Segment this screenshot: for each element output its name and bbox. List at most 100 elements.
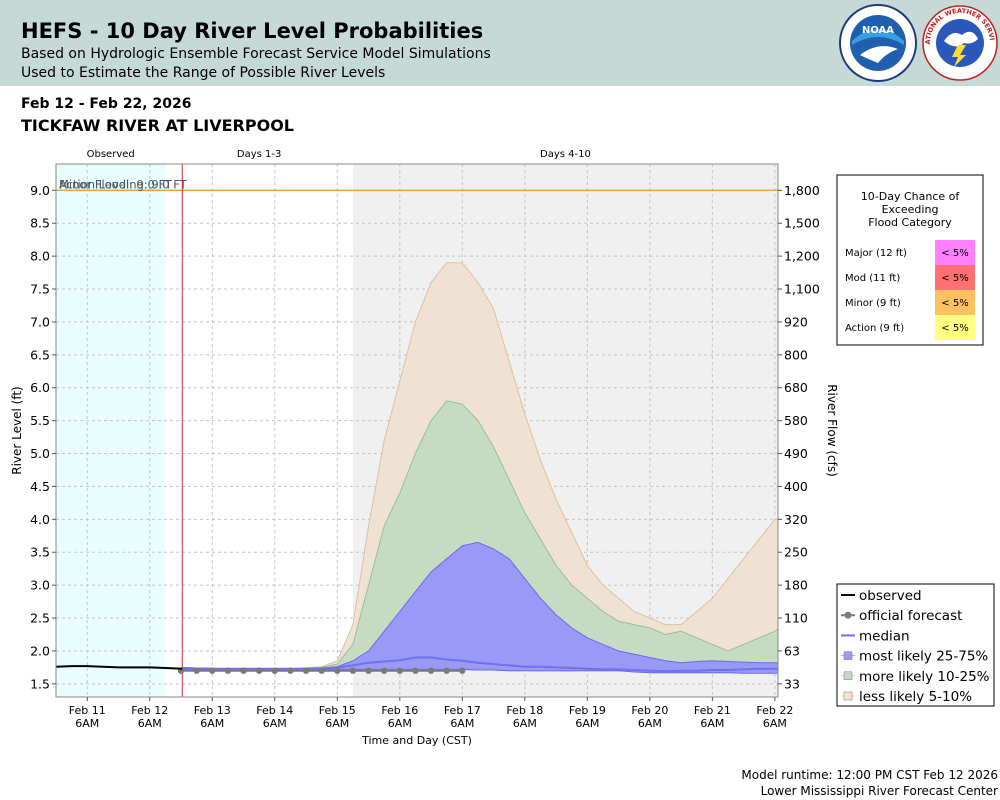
- official-forecast-point-15: [412, 667, 419, 674]
- y2-tick-label-15: 33: [784, 676, 800, 691]
- x-tick-date-2: Feb 13: [194, 704, 231, 717]
- y2-tick-label-0: 1,800: [784, 183, 820, 198]
- y-tick-label-9: 6.0: [30, 380, 50, 395]
- chance-row-value-3: < 5%: [941, 323, 968, 334]
- y2-tick-label-9: 400: [784, 479, 808, 494]
- x-tick-date-3: Feb 14: [256, 704, 293, 717]
- official-forecast-point-3: [224, 667, 232, 674]
- region-label-0: Observed: [87, 149, 135, 160]
- median-line: [182, 656, 778, 673]
- y2-tick-label-1: 1,500: [784, 216, 820, 231]
- page-title: HEFS - 10 Day River Level Probabilities: [21, 19, 484, 43]
- threshold-label-0: Action Level: 9.0 FT: [59, 177, 173, 191]
- x-tick-time-0: 6AM: [75, 717, 99, 730]
- official-forecast-point-9: [318, 667, 325, 674]
- plot-frame: [55, 163, 779, 698]
- x-tick-date-1: Feb 12: [131, 704, 168, 717]
- chance-row-value-1: < 5%: [941, 273, 968, 284]
- model-runtime: Model runtime: 12:00 PM CST Feb 12 2026: [741, 768, 998, 782]
- x-tick-date-10: Feb 21: [694, 704, 731, 717]
- chance-row-value-0: < 5%: [941, 248, 968, 259]
- official-forecast-point-4: [240, 667, 247, 674]
- official-forecast-point-10: [334, 667, 341, 674]
- official-forecast-point-16: [427, 667, 435, 674]
- page-subtitle-1: Based on Hydrologic Ensemble Forecast Se…: [21, 46, 491, 62]
- chance-title-line-2: Flood Category: [868, 216, 952, 229]
- x-tick-date-7: Feb 18: [506, 704, 543, 717]
- x-tick-time-10: 6AM: [700, 717, 724, 730]
- y2-tick-label-10: 320: [784, 512, 808, 527]
- chance-row-label-3: Action (9 ft): [845, 323, 904, 334]
- x-tick-date-8: Feb 19: [569, 704, 606, 717]
- region-label-2: Days 4-10: [540, 149, 591, 160]
- y-tick-label-15: 9.0: [30, 183, 50, 198]
- legend-swatch-5: [843, 691, 853, 701]
- y-tick-label-10: 6.5: [30, 347, 50, 362]
- date-range: Feb 12 - Feb 22, 2026: [21, 96, 192, 112]
- y-tick-label-6: 4.5: [30, 479, 50, 494]
- x-tick-time-2: 6AM: [200, 717, 224, 730]
- official-forecast-point-5: [255, 667, 263, 674]
- chance-row-label-0: Major (12 ft): [845, 248, 907, 259]
- official-forecast-point-18: [459, 667, 466, 674]
- station-name: TICKFAW RIVER AT LIVERPOOL: [21, 116, 294, 135]
- y-tick-label-3: 3.0: [30, 578, 50, 593]
- y2-axis-label: River Flow (cfs): [825, 384, 839, 477]
- y-tick-label-1: 2.0: [30, 643, 50, 658]
- y-tick-label-13: 8.0: [30, 249, 50, 264]
- official-forecast-point-8: [302, 667, 310, 674]
- chance-title-line-0: 10-Day Chance of: [861, 190, 961, 203]
- chance-row-swatch-1: [935, 265, 975, 290]
- x-tick-time-6: 6AM: [450, 717, 474, 730]
- legend-label-0: observed: [859, 588, 922, 604]
- y2-tick-label-13: 110: [784, 611, 808, 626]
- chance-title-line-1: Exceeding: [882, 203, 939, 216]
- y-tick-label-5: 4.0: [30, 512, 50, 527]
- y2-tick-label-11: 250: [784, 545, 808, 560]
- y2-tick-label-2: 1,200: [784, 249, 820, 264]
- y2-tick-label-8: 490: [784, 446, 808, 461]
- y-tick-label-0: 1.5: [30, 676, 50, 691]
- legend-label-2: median: [859, 628, 910, 644]
- x-tick-date-11: Feb 22: [756, 704, 793, 717]
- x-tick-time-1: 6AM: [138, 717, 162, 730]
- noaa-logo-icon[interactable]: NOAA: [838, 3, 918, 83]
- y2-tick-label-4: 920: [784, 314, 808, 329]
- x-tick-date-6: Feb 17: [444, 704, 481, 717]
- header-banner: HEFS - 10 Day River Level Probabilities …: [0, 0, 1000, 86]
- y-tick-label-12: 7.5: [30, 282, 50, 297]
- official-forecast-point-2: [209, 667, 216, 674]
- nws-logo-icon[interactable]: NATIONAL WEATHER SERVICE: [922, 5, 998, 81]
- y2-tick-label-5: 800: [784, 347, 808, 362]
- legend-swatch-dot-1: [844, 611, 852, 619]
- legend: [836, 583, 995, 707]
- legend-swatch-3: [843, 651, 853, 660]
- x-tick-time-7: 6AM: [513, 717, 537, 730]
- chance-row-swatch-3: [935, 315, 975, 340]
- x-tick-time-3: 6AM: [263, 717, 287, 730]
- x-tick-time-4: 6AM: [325, 717, 349, 730]
- y2-tick-label-14: 63: [784, 643, 800, 658]
- x-tick-date-9: Feb 20: [631, 704, 668, 717]
- legend-label-3: most likely 25-75%: [859, 649, 988, 665]
- y-tick-label-2: 2.5: [30, 611, 50, 626]
- x-tick-date-4: Feb 15: [319, 704, 356, 717]
- y2-tick-label-7: 580: [784, 413, 808, 428]
- observed-line: [55, 665, 183, 670]
- y-tick-label-7: 5.0: [30, 446, 50, 461]
- chance-row-swatch-2: [935, 290, 975, 315]
- official-forecast-point-17: [443, 667, 450, 674]
- legend-label-4: more likely 10-25%: [859, 669, 990, 685]
- chance-row-label-1: Mod (11 ft): [845, 273, 900, 284]
- chance-row-swatch-0: [935, 240, 975, 265]
- legend-swatch-4: [843, 671, 853, 681]
- region-1: [165, 164, 353, 697]
- x-tick-date-0: Feb 11: [69, 704, 106, 717]
- x-axis-label: Time and Day (CST): [361, 734, 472, 747]
- official-forecast-point-7: [287, 667, 294, 674]
- y-axis-label: River Level (ft): [10, 386, 24, 474]
- legend-label-1: official forecast: [859, 608, 962, 624]
- official-forecast-point-12: [365, 667, 372, 674]
- y-tick-label-4: 3.5: [30, 545, 50, 560]
